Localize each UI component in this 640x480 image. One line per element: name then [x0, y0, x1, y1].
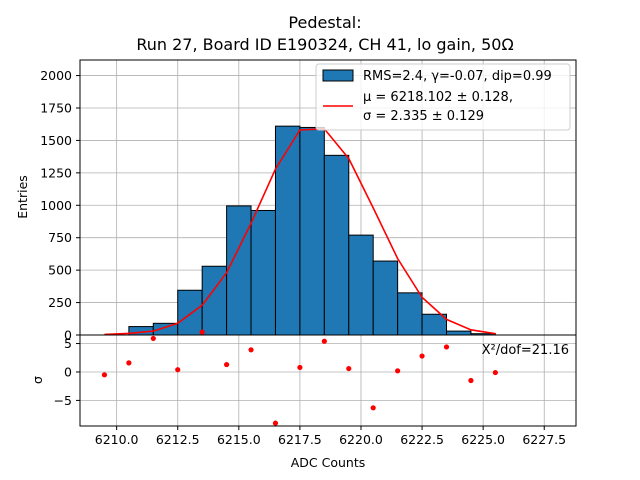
legend-box [315, 63, 571, 131]
residual-annotation: X²/dof=21.16 [482, 343, 569, 358]
histogram-bar-3 [177, 289, 203, 336]
legend-fit-label-line2: σ = 2.335 ± 0.129 [363, 109, 484, 124]
chart-title-line2: Run 27, Board ID E190324, CH 41, lo gain… [136, 35, 513, 54]
residual-x-tick-label-1: 6212.5 [156, 432, 200, 447]
histogram-bar-8 [299, 126, 325, 336]
residual-point-4 [199, 329, 205, 335]
residual-point-11 [370, 405, 376, 411]
histogram-y-tick-label-5: 1250 [40, 165, 72, 180]
residual-x-ticks: 6210.0 6212.5 6215.0 6217.5 6220.0 6222.5 6225… [95, 426, 566, 447]
legend-bar-swatch [322, 69, 354, 82]
x-axis-label: ADC Counts [291, 455, 366, 470]
histogram-bar-6 [250, 209, 276, 336]
histogram-y-tick-label-3: 750 [48, 230, 72, 245]
histogram-bars [128, 125, 496, 336]
histogram-bar-9 [323, 154, 350, 336]
residual-point-12 [395, 368, 401, 374]
residual-point-13 [419, 353, 425, 359]
histogram-bar-10 [348, 234, 374, 336]
histogram-bar-11 [372, 260, 399, 336]
residual-point-14 [443, 344, 450, 350]
legend-fit-label-line1: μ = 6218.102 ± 0.128, [363, 90, 513, 105]
residual-y-tick-label-1: 0 [64, 364, 72, 379]
chart-title-line1: Pedestal: [288, 13, 361, 32]
histogram-bar-12 [397, 292, 423, 336]
histogram-y-tick-label-6: 1500 [40, 133, 72, 148]
residual-point-10 [346, 365, 352, 372]
histogram-bar-13 [421, 313, 448, 336]
histogram-bar-14 [446, 330, 472, 336]
residual-y-tick-label-2: −5 [54, 393, 72, 408]
residual-x-tick-label-5: 6222.5 [400, 432, 444, 447]
residual-point-16 [492, 369, 498, 376]
residual-point-9 [321, 338, 327, 344]
residual-x-tick-label-4: 6220.0 [339, 432, 383, 447]
legend-bar-label: RMS=2.4, γ=-0.07, dip=0.99 [363, 69, 552, 84]
residual-x-tick-label-0: 6210.0 [95, 432, 139, 447]
residual-point-0 [101, 372, 108, 378]
histogram-bar-5 [226, 205, 252, 336]
gaussian-fit-line [104, 127, 496, 336]
histogram-bar-7 [274, 125, 301, 336]
residual-point-15 [468, 377, 474, 384]
residual-point-2 [150, 335, 156, 342]
histogram-y-tick-label-2: 500 [48, 263, 72, 278]
residual-x-tick-label-2: 6215.0 [217, 432, 261, 447]
residual-points [101, 329, 498, 426]
residual-point-3 [175, 367, 181, 373]
residual-point-7 [272, 420, 279, 426]
residual-y-ticks: 5 0 −5 [54, 336, 80, 408]
histogram-y-ticks: 0 250 500 750 1000 1250 1500 1750 2000 [40, 68, 80, 343]
residual-x-tick-label-3: 6217.5 [278, 432, 322, 447]
residual-point-5 [224, 361, 230, 368]
histogram-y-tick-label-8: 2000 [40, 68, 72, 83]
residual-x-tick-label-6: 6225.0 [461, 432, 505, 447]
histogram-y-tick-label-7: 1750 [40, 100, 72, 115]
legend: RMS=2.4, γ=-0.07, dip=0.99 μ = 6218.102 … [315, 63, 571, 131]
residual-point-8 [297, 364, 303, 371]
residual-axes-frame [79, 334, 577, 427]
histogram-y-tick-label-0: 0 [64, 328, 72, 343]
histogram-y-tick-label-1: 250 [48, 295, 72, 310]
residual-point-6 [248, 347, 254, 353]
histogram-y-label: Entries [15, 175, 30, 219]
residual-point-1 [126, 360, 132, 366]
residual-y-tick-label-0: 5 [64, 336, 72, 351]
histogram-y-tick-label-4: 1000 [40, 198, 72, 213]
residual-x-tick-label-7: 6227.5 [522, 432, 566, 447]
residual-y-label: σ [30, 376, 45, 384]
